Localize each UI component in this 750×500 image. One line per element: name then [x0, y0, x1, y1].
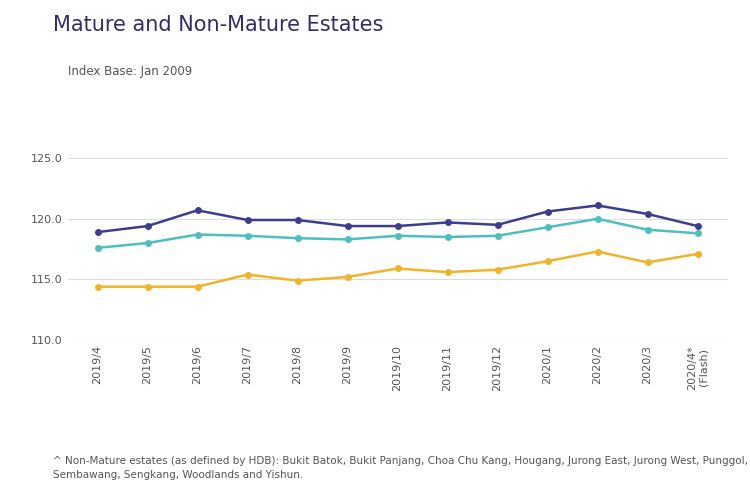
Mature Estates	[393, 233, 402, 239]
Overall	[393, 223, 402, 229]
Non-Mature Estates^	[143, 284, 152, 290]
Mature Estates	[493, 233, 502, 239]
Non-Mature Estates^	[643, 260, 652, 266]
Non-Mature Estates^	[443, 269, 452, 275]
Non-Mature Estates^	[93, 284, 102, 290]
Mature Estates	[443, 234, 452, 240]
Non-Mature Estates^	[493, 266, 502, 272]
Non-Mature Estates^	[293, 278, 302, 283]
Non-Mature Estates^	[693, 251, 702, 257]
Overall	[593, 202, 602, 208]
Text: Index Base: Jan 2009: Index Base: Jan 2009	[68, 65, 192, 78]
Mature Estates	[293, 235, 302, 241]
Overall	[143, 223, 152, 229]
Non-Mature Estates^	[343, 274, 352, 280]
Mature Estates	[243, 233, 252, 239]
Mature Estates	[643, 226, 652, 232]
Mature Estates	[193, 232, 202, 237]
Overall	[543, 208, 552, 214]
Text: Mature and Non-Mature Estates: Mature and Non-Mature Estates	[53, 15, 382, 35]
Mature Estates	[593, 216, 602, 222]
Non-Mature Estates^	[193, 284, 202, 290]
Mature Estates	[143, 240, 152, 246]
Overall	[293, 217, 302, 223]
Line: Non-Mature Estates^: Non-Mature Estates^	[94, 248, 700, 290]
Non-Mature Estates^	[393, 266, 402, 272]
Line: Mature Estates: Mature Estates	[94, 216, 700, 250]
Overall	[443, 220, 452, 226]
Text: ^ Non-Mature estates (as defined by HDB): Bukit Batok, Bukit Panjang, Choa Chu K: ^ Non-Mature estates (as defined by HDB)…	[53, 456, 748, 480]
Line: Overall: Overall	[94, 202, 700, 235]
Mature Estates	[693, 230, 702, 236]
Overall	[243, 217, 252, 223]
Mature Estates	[543, 224, 552, 230]
Non-Mature Estates^	[593, 248, 602, 254]
Overall	[643, 211, 652, 217]
Non-Mature Estates^	[243, 272, 252, 278]
Non-Mature Estates^	[543, 258, 552, 264]
Overall	[493, 222, 502, 228]
Overall	[93, 229, 102, 235]
Overall	[193, 208, 202, 214]
Mature Estates	[343, 236, 352, 242]
Overall	[693, 223, 702, 229]
Overall	[343, 223, 352, 229]
Mature Estates	[93, 245, 102, 251]
